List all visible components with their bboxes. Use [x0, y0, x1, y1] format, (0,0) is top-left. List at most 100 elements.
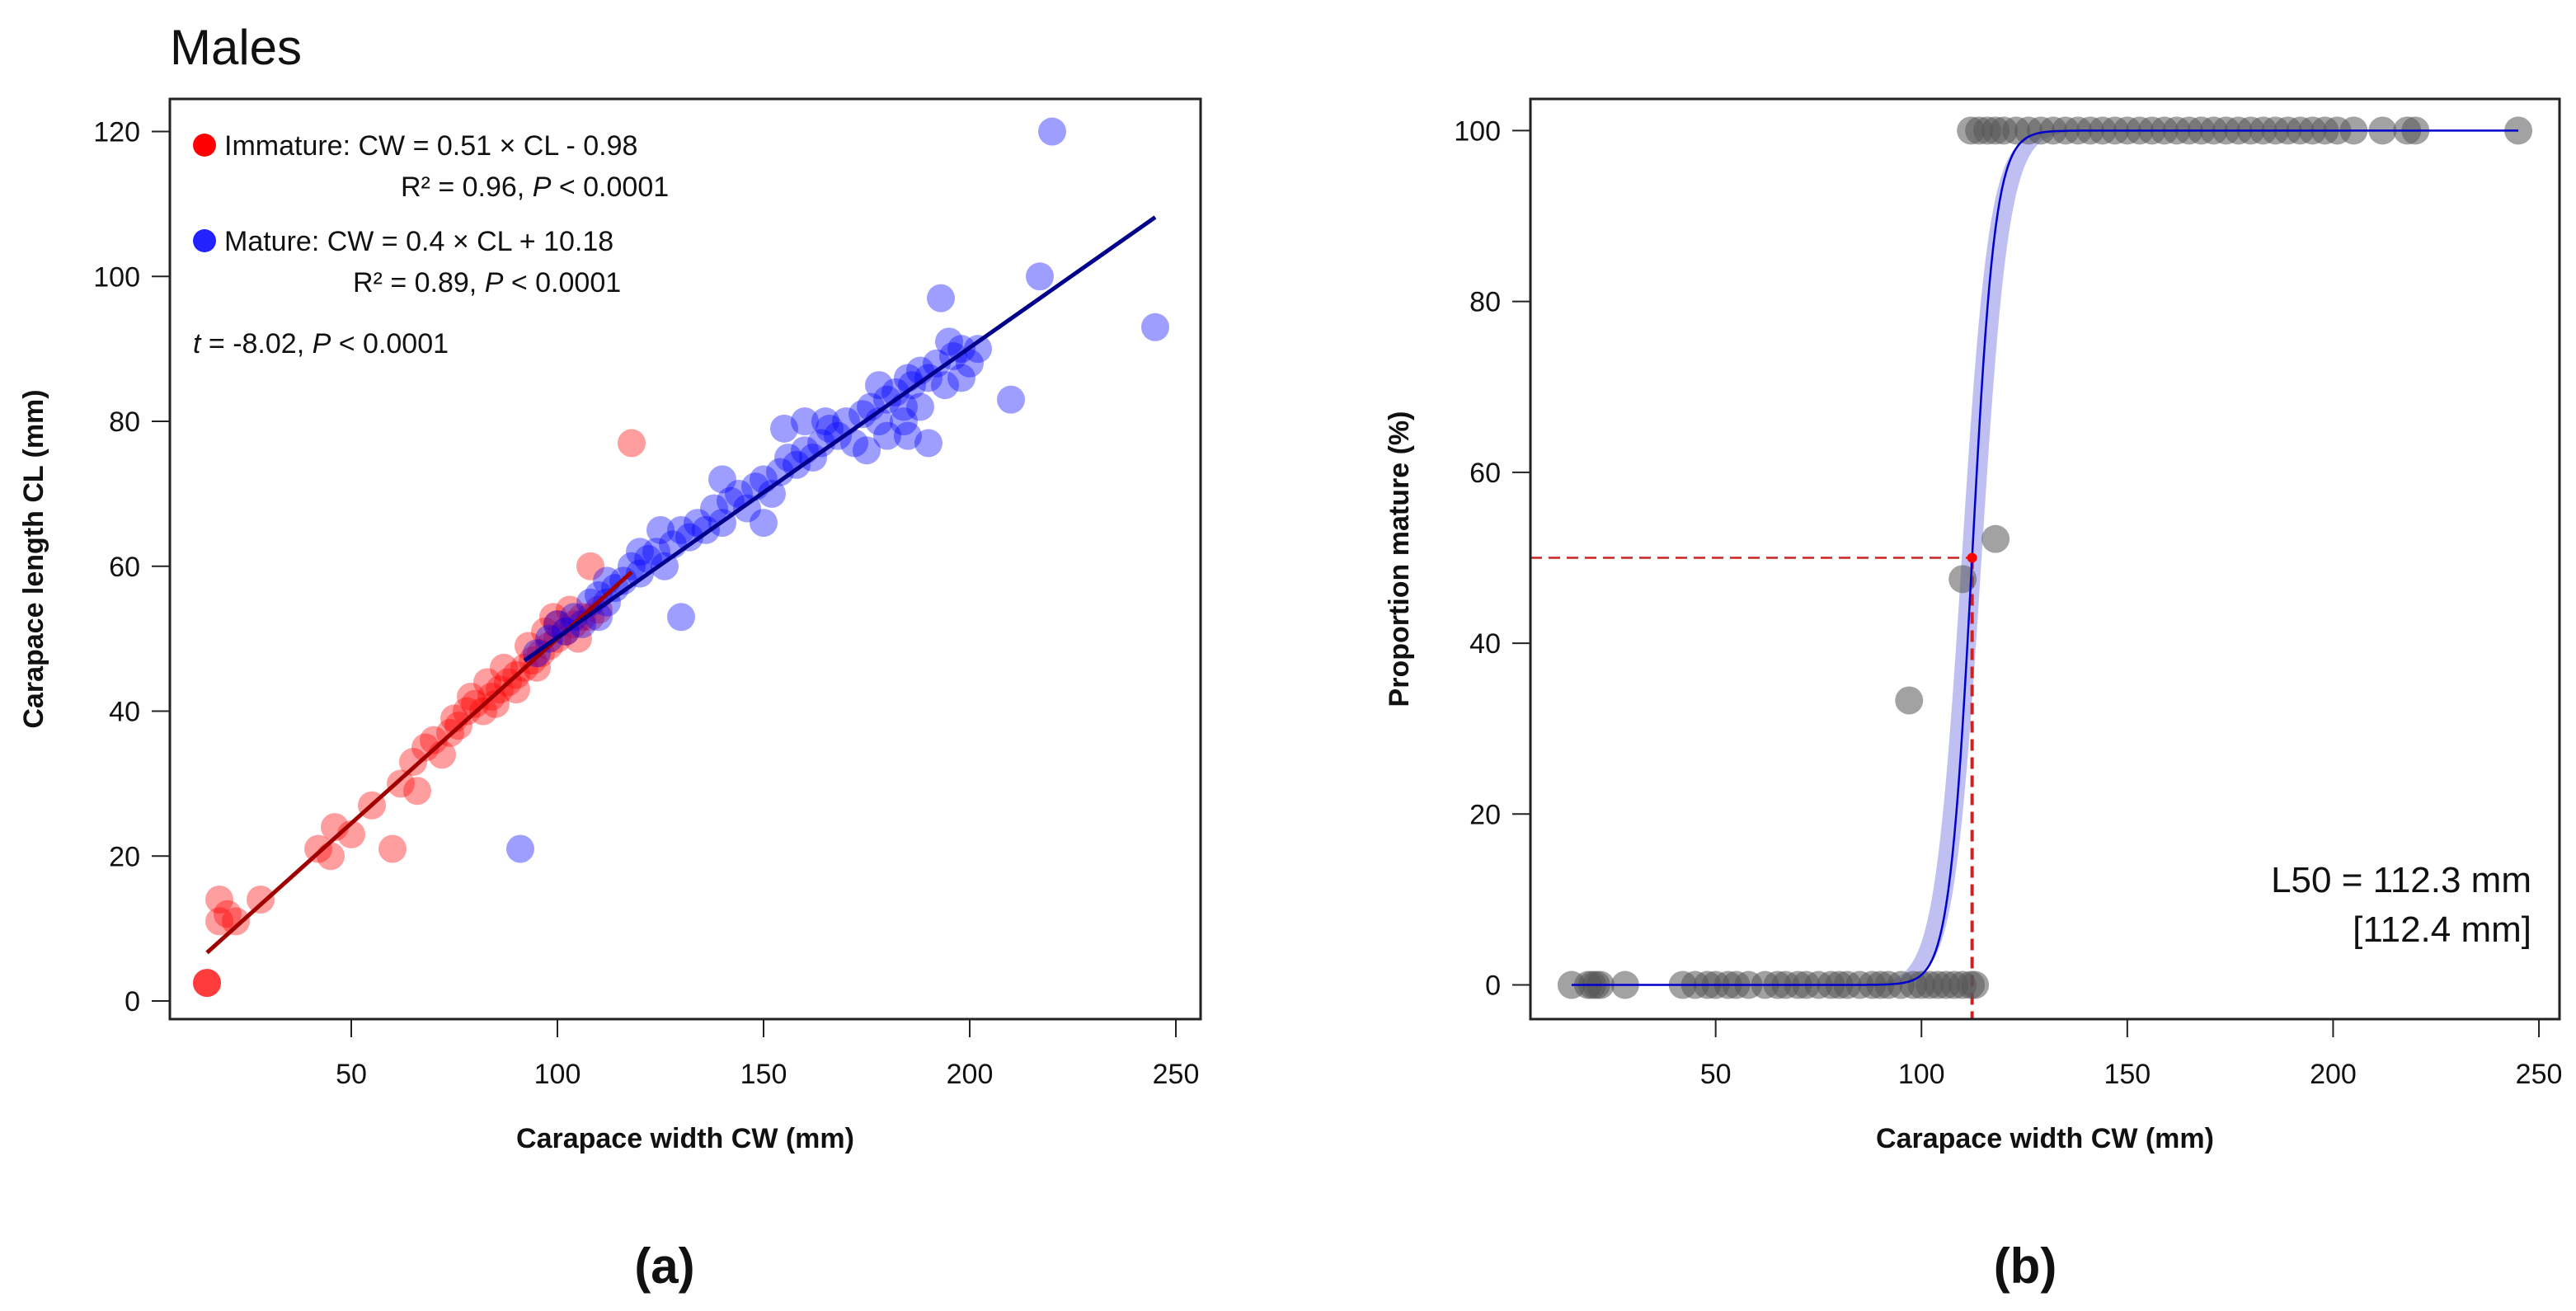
- data-point-immature: [453, 697, 481, 726]
- panel-b-frame: [1529, 97, 2561, 1021]
- data-point-mature: [997, 385, 1025, 414]
- fit-line-mature: [523, 215, 1157, 663]
- panel-b-y-tick-label: 40: [1469, 628, 1501, 660]
- panel-b-chart: 50 100 150 200 250 0 20 40 60 80 100 L50 = 112.3 m…: [1384, 97, 2563, 1294]
- l50-reference-lines: [1530, 557, 1974, 1019]
- t-value: = -8.02,: [200, 328, 312, 359]
- x-axis-label-b: Carapace width CW (mm): [1876, 1123, 2214, 1154]
- panel-b-y-tick-label: 0: [1485, 970, 1501, 1002]
- data-point-mature: [700, 494, 728, 523]
- panel-a-fit-lines: [205, 215, 1157, 955]
- panel-a-y-tick-label: 0: [125, 986, 140, 1017]
- data-point-mature: [923, 349, 951, 378]
- data-point-mature: [914, 429, 942, 458]
- data-point-mature: [766, 458, 794, 486]
- data-point-mature: [964, 335, 992, 364]
- legend-mature-p-value: < 0.0001: [503, 267, 621, 298]
- data-point-immature: [205, 907, 233, 936]
- panel-label-a: (a): [634, 1238, 694, 1294]
- panel-b-x-tick-label: 100: [1898, 1059, 1945, 1090]
- data-point-mature: [750, 509, 778, 538]
- data-point-mature: [626, 538, 654, 566]
- legend-marker-mature: [193, 229, 216, 252]
- data-point-immature: [193, 969, 221, 998]
- panel-a-ticks: 50 100 150 200 250 0 20 40 60 80 100 120: [93, 117, 1199, 1090]
- panel-a-y-tick-label: 80: [109, 406, 140, 438]
- t-label: t: [193, 328, 202, 359]
- data-point-mature: [593, 566, 621, 595]
- panel-a-x-tick-label: 50: [336, 1059, 367, 1090]
- data-point-immature: [457, 682, 485, 711]
- data-point-immature: [618, 429, 646, 458]
- panel-label-b: (b): [1994, 1238, 2057, 1294]
- data-point-immature: [317, 842, 345, 871]
- data-point: [1981, 524, 2010, 553]
- panel-b-x-tick-label: 250: [2516, 1059, 2563, 1090]
- data-point-immature: [222, 907, 250, 936]
- legend-immature-equation: Immature: CW = 0.51 × CL - 0.98: [224, 130, 637, 162]
- data-point-mature: [906, 392, 934, 421]
- data-point-immature: [539, 603, 567, 632]
- data-point-mature: [626, 559, 654, 588]
- data-point-immature: [193, 969, 221, 998]
- data-point: [1895, 686, 1924, 715]
- data-point-immature: [205, 886, 233, 914]
- panel-a-chart: Males 50 100 150 200 250 0 20 40 60 80 100 120 Cara…: [18, 20, 1202, 1294]
- panel-a-x-tick-label: 100: [534, 1059, 581, 1090]
- legend-immature-stats: R² = 0.96, P < 0.0001: [401, 172, 669, 203]
- data-point-mature: [667, 603, 695, 632]
- data-point-immature: [304, 834, 332, 863]
- chart-title: Males: [170, 20, 302, 75]
- data-point-immature: [473, 668, 501, 697]
- l50-annotation: L50 = 112.3 mm: [2271, 860, 2531, 900]
- legend-mature-p-label: P: [485, 267, 504, 298]
- data-point-mature: [708, 465, 736, 494]
- panel-a-x-tick-label: 150: [740, 1059, 787, 1090]
- data-point-immature: [193, 969, 221, 998]
- legend-mature-stats: R² = 0.89, P < 0.0001: [353, 267, 621, 298]
- data-point-immature: [461, 689, 489, 718]
- data-point-mature: [560, 603, 588, 632]
- data-point-immature: [214, 900, 242, 928]
- data-point-mature: [853, 436, 881, 465]
- data-point: [1961, 970, 1990, 999]
- data-point-immature: [490, 653, 518, 682]
- data-point-immature: [420, 726, 448, 754]
- panel-b-y-tick-label: 80: [1469, 287, 1501, 318]
- data-point-mature: [1026, 262, 1054, 291]
- data-point-mature: [873, 385, 901, 414]
- data-point-mature: [506, 834, 534, 863]
- data-point-mature: [1141, 312, 1169, 341]
- legend-immature-p-value: < 0.0001: [551, 172, 669, 203]
- panel-a-x-tick-label: 250: [1153, 1059, 1200, 1090]
- y-axis-label-b: Proportion mature (%): [1384, 411, 1415, 707]
- data-point-mature: [675, 523, 703, 552]
- l50-marker: [1967, 552, 1977, 563]
- legend-marker-immature: [193, 134, 216, 157]
- data-point-mature: [947, 364, 975, 392]
- data-point-immature: [482, 689, 510, 718]
- data-point-mature: [807, 429, 835, 458]
- data-point-mature: [848, 400, 877, 429]
- data-point-mature: [890, 407, 918, 436]
- legend-mature-equation: Mature: CW = 0.4 × CL + 10.18: [224, 226, 613, 257]
- legend-immature-r2: R² = 0.96,: [401, 172, 533, 203]
- data-point-mature: [931, 371, 959, 400]
- l50-bracket-annotation: [112.4 mm]: [2353, 909, 2531, 950]
- data-point-immature: [378, 834, 407, 863]
- x-axis-label-a: Carapace width CW (mm): [516, 1123, 854, 1154]
- data-point-mature: [618, 552, 646, 580]
- data-point-mature: [667, 515, 695, 544]
- t-test-annotation: t = -8.02, P < 0.0001: [193, 328, 449, 359]
- panel-a-y-tick-label: 120: [93, 117, 140, 148]
- data-point-mature: [684, 509, 712, 538]
- data-point-mature: [646, 515, 675, 544]
- data-point-immature: [247, 886, 275, 914]
- data-point-mature: [770, 414, 798, 443]
- data-point-mature: [881, 378, 910, 406]
- data-point-mature: [642, 538, 670, 566]
- t-p-value: < 0.0001: [331, 328, 449, 359]
- data-point-immature: [411, 733, 440, 762]
- data-point-mature: [758, 479, 786, 508]
